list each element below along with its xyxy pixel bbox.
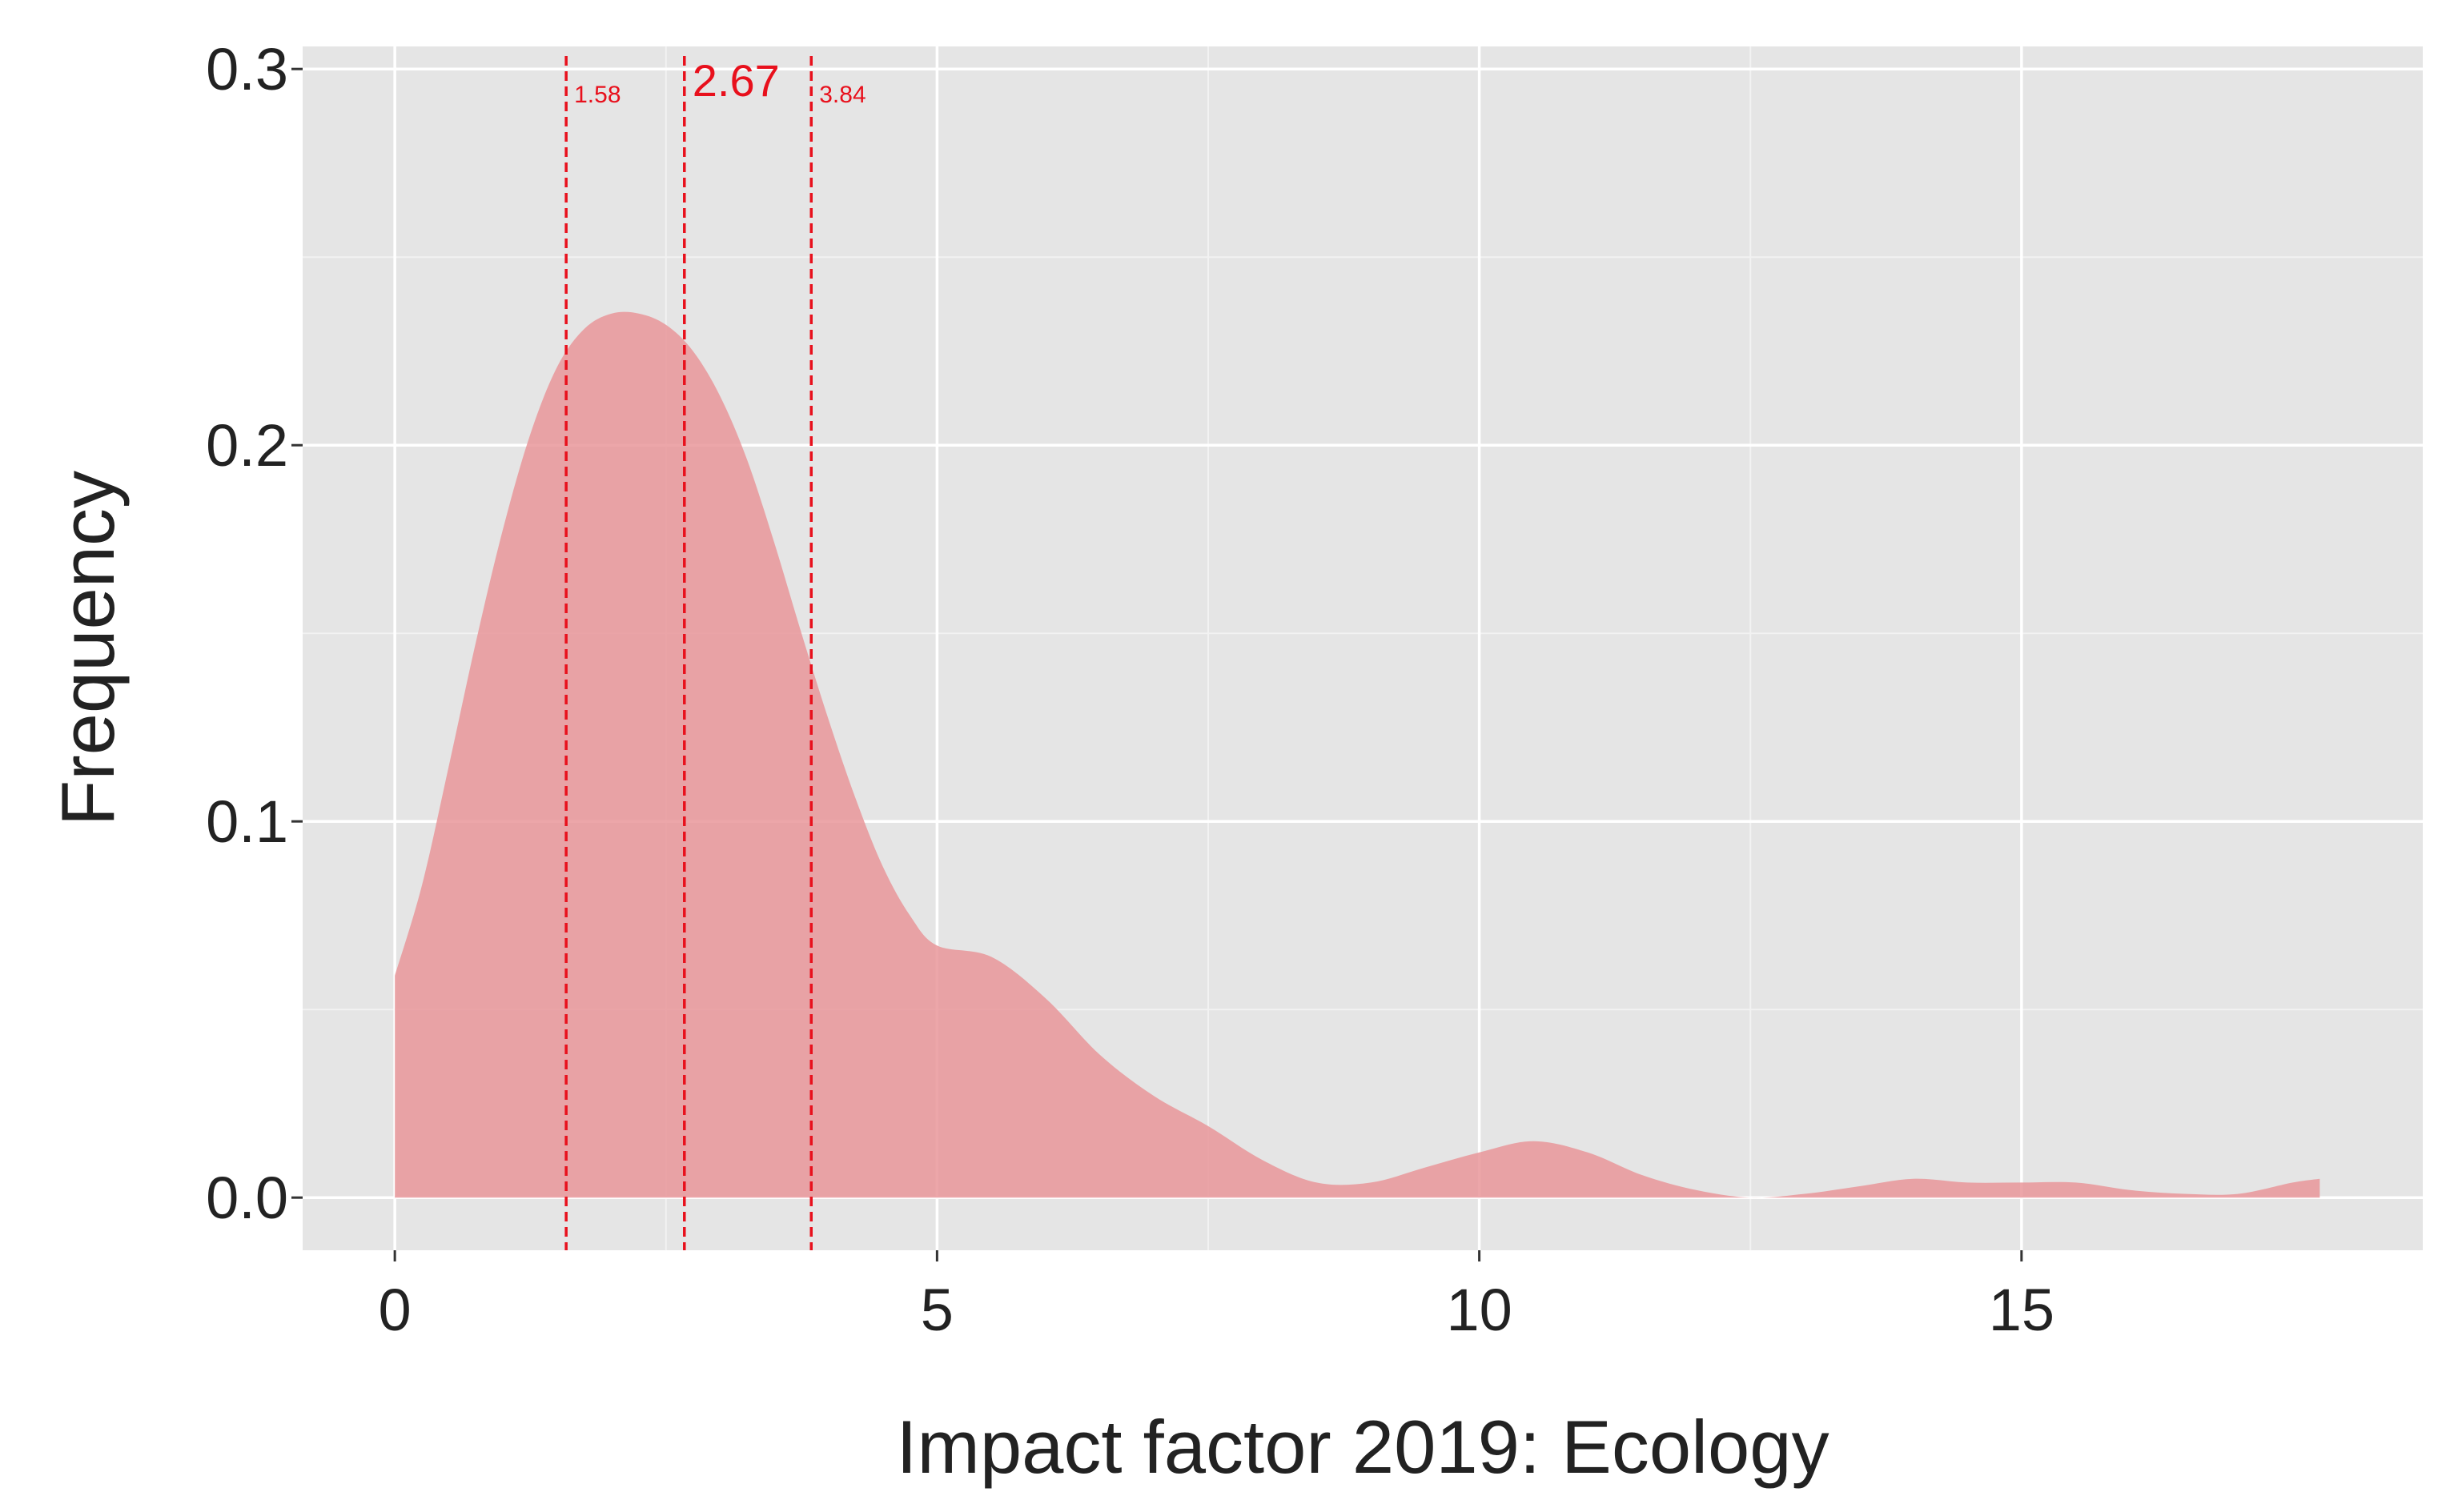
x-tick-label: 15	[1989, 1277, 2054, 1343]
x-tick-label: 10	[1446, 1277, 1512, 1343]
y-tick-label: 0.2	[206, 412, 288, 479]
x-tick-label: 5	[921, 1277, 954, 1343]
reference-label-1.58: 1.58	[574, 82, 621, 108]
y-axis-title: Frequency	[46, 471, 130, 826]
x-tick-label: 0	[379, 1277, 412, 1343]
axis-ticks	[291, 67, 2023, 1261]
reference-label-2.67: 2.67	[693, 55, 780, 106]
x-axis-title: Impact factor 2019: Ecology	[896, 1405, 1829, 1489]
y-tick-labels: 0.0 0.1 0.2 0.3	[206, 36, 288, 1231]
reference-label-3.84: 3.84	[819, 82, 866, 108]
reference-lines: 1.58 2.67 3.84	[564, 55, 866, 1250]
y-tick-label: 0.3	[206, 36, 288, 102]
y-tick-label: 0.1	[206, 788, 288, 855]
x-tick-labels: 0 5 10 15	[379, 1277, 2054, 1343]
y-tick-label: 0.0	[206, 1165, 288, 1231]
density-area	[395, 311, 2320, 1198]
